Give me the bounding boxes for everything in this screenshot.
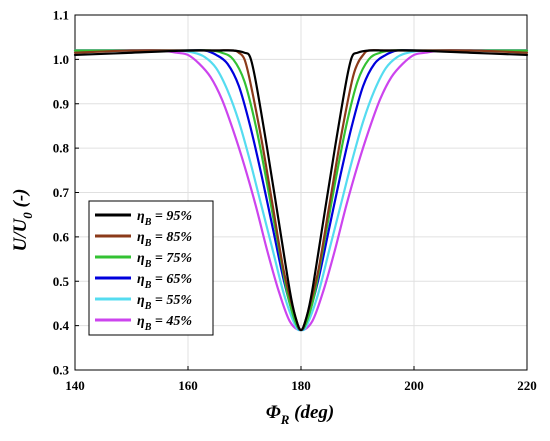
x-tick-label: 180	[291, 378, 311, 393]
legend-label-2: ηB = 75%	[137, 251, 192, 270]
x-tick-label: 200	[404, 378, 424, 393]
y-tick-label: 0.8	[53, 141, 70, 156]
y-tick-label: 0.4	[53, 318, 70, 333]
legend-label-0: ηB = 95%	[137, 209, 192, 228]
legend-label-4: ηB = 55%	[137, 293, 192, 312]
y-tick-label: 1.1	[53, 8, 69, 23]
y-tick-label: 1.0	[53, 52, 69, 67]
x-tick-label: 220	[517, 378, 537, 393]
y-tick-label: 0.3	[53, 363, 70, 378]
series-group	[73, 49, 529, 332]
legend-box	[88, 200, 214, 336]
y-tick-label: 0.9	[53, 96, 70, 111]
x-tick-label: 140	[65, 378, 85, 393]
x-axis-label: ΦR (deg)	[266, 402, 335, 427]
legend: ηB = 95% ηB = 85% ηB = 75% ηB = 65% ηB = 55%…	[88, 200, 214, 336]
y-axis-label: U/U0 (-)	[10, 189, 35, 252]
ticks: 140 160 180 200 220 0.3 0.4 0.5 0.6 0.7 0.8 0.9 1.0 1…	[53, 8, 537, 394]
y-tick-label: 0.7	[53, 185, 70, 200]
legend-label-5: ηB = 45%	[137, 314, 192, 333]
series-line-0	[73, 49, 529, 332]
legend-label-1: ηB = 85%	[137, 230, 192, 249]
y-tick-label: 0.6	[53, 229, 70, 244]
legend-label-3: ηB = 65%	[137, 272, 192, 291]
x-tick-label: 160	[178, 378, 198, 393]
y-tick-label: 0.5	[53, 274, 70, 289]
